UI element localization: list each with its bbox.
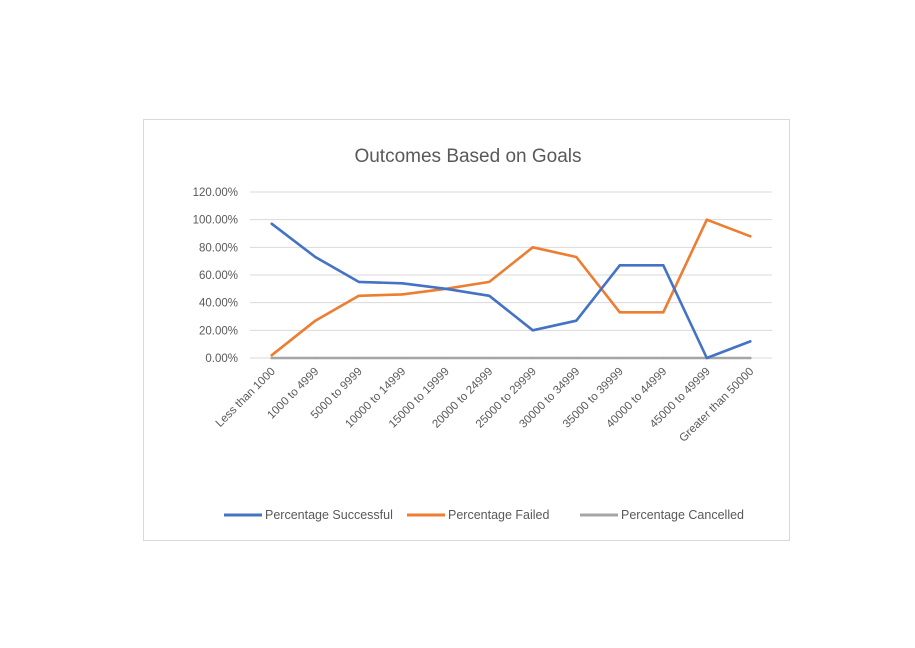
data-point-percentage-cancelled	[749, 356, 752, 360]
legend: Percentage Successful Percentage Failed Pe…	[224, 508, 744, 522]
y-tick-label: 60.00%	[199, 270, 238, 282]
data-point-percentage-failed	[270, 354, 273, 357]
data-point-percentage-cancelled	[575, 356, 578, 360]
data-point-percentage-failed	[531, 246, 534, 249]
data-point-percentage-failed	[749, 235, 752, 238]
data-point-percentage-cancelled	[488, 356, 491, 360]
data-point-percentage-successful	[575, 319, 578, 322]
data-point-percentage-cancelled	[531, 356, 534, 360]
chart-area: Outcomes Based on Goals 0.00% 20.00% 40.00…	[143, 119, 790, 541]
y-tick-label: 120.00%	[193, 187, 238, 199]
data-point-percentage-cancelled	[662, 356, 665, 360]
chart-title: Outcomes Based on Goals	[354, 146, 581, 167]
series-line-percentage-failed	[270, 218, 752, 357]
y-tick-label: 20.00%	[199, 325, 238, 337]
data-point-percentage-cancelled	[270, 356, 273, 360]
data-point-percentage-successful	[705, 356, 708, 360]
data-point-percentage-failed	[401, 293, 404, 296]
data-point-percentage-failed	[705, 218, 708, 221]
legend-label-percentage-failed: Percentage Failed	[448, 508, 550, 522]
y-tick-label: 40.00%	[199, 298, 238, 310]
data-point-percentage-cancelled	[618, 356, 621, 360]
y-tick-label: 80.00%	[199, 242, 238, 254]
x-tick-label: Less than 1000	[214, 366, 278, 430]
data-point-percentage-cancelled	[444, 356, 447, 360]
y-tick-label: 0.00%	[205, 353, 238, 365]
data-point-percentage-cancelled	[314, 356, 317, 360]
data-point-percentage-successful	[401, 282, 404, 285]
data-point-percentage-successful	[444, 287, 447, 291]
data-point-percentage-successful	[314, 255, 317, 259]
data-point-percentage-successful	[749, 340, 752, 343]
y-axis-tick-labels: 0.00% 20.00% 40.00% 60.00% 80.00% 100.00% 120.…	[193, 187, 238, 365]
data-point-percentage-failed	[314, 319, 317, 322]
data-point-percentage-successful	[357, 280, 360, 284]
chart-svg: Outcomes Based on Goals 0.00% 20.00% 40.00…	[193, 146, 772, 522]
data-point-percentage-failed	[575, 255, 578, 259]
data-point-percentage-successful	[618, 264, 621, 267]
series-lines	[270, 218, 752, 360]
legend-label-percentage-cancelled: Percentage Cancelled	[621, 508, 744, 522]
legend-label-percentage-successful: Percentage Successful	[265, 508, 393, 522]
data-point-percentage-successful	[662, 264, 665, 267]
data-point-percentage-failed	[488, 280, 491, 284]
data-point-percentage-failed	[618, 311, 621, 314]
series-line-percentage-successful	[270, 222, 752, 360]
data-point-percentage-failed	[357, 294, 360, 297]
y-tick-label: 100.00%	[193, 215, 238, 227]
data-point-percentage-successful	[488, 294, 491, 297]
data-point-percentage-cancelled	[357, 356, 360, 360]
data-point-percentage-successful	[270, 222, 273, 226]
data-point-percentage-successful	[531, 329, 534, 332]
data-point-percentage-failed	[662, 311, 665, 314]
x-tick-label: Greater than 50000	[677, 366, 756, 445]
data-point-percentage-cancelled	[401, 356, 404, 360]
